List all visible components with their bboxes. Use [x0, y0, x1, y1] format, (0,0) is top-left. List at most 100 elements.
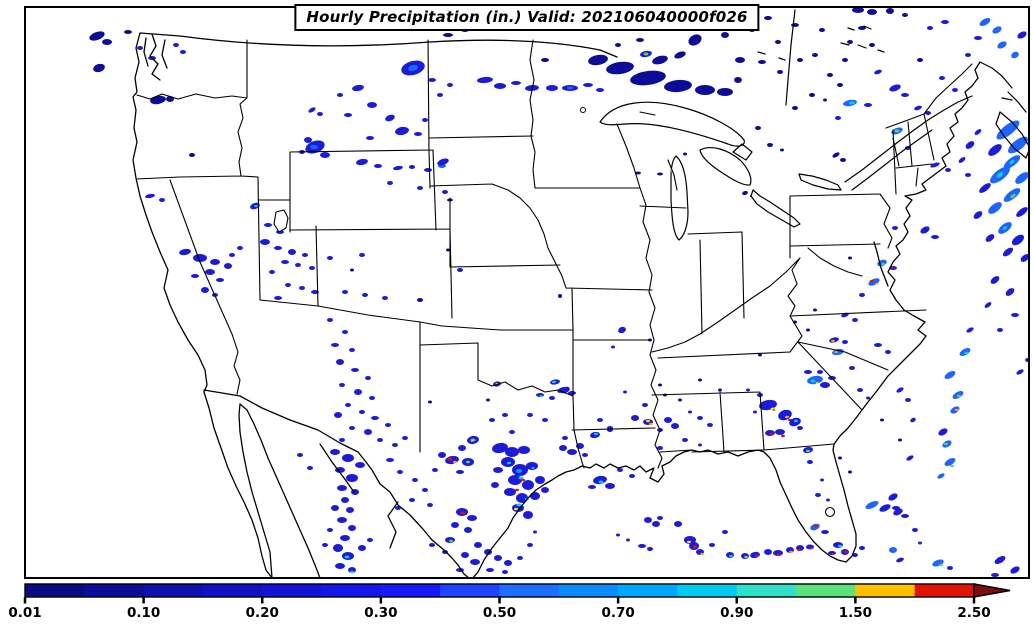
- precip-cell: [875, 283, 879, 285]
- precip-cell: [674, 51, 686, 59]
- precip-cell: [397, 470, 403, 474]
- precip-cell: [145, 193, 155, 199]
- precip-cell: [804, 370, 812, 374]
- precip-cell: [414, 132, 422, 136]
- precip-cell: [858, 26, 866, 30]
- precip-cell: [437, 93, 443, 97]
- precip-cell: [848, 256, 852, 260]
- precip-cell: [958, 157, 966, 163]
- precip-cell: [308, 107, 316, 113]
- precip-cell: [657, 516, 663, 520]
- precip-cell: [424, 168, 432, 172]
- precip-cell: [1025, 358, 1028, 362]
- precip-cell: [901, 514, 909, 518]
- precip-cell: [874, 343, 882, 347]
- precip-cell: [697, 416, 703, 420]
- precip-cell: [807, 460, 813, 464]
- precip-cell: [631, 415, 639, 421]
- colorbar-segment: [914, 584, 975, 597]
- precip-cell: [827, 73, 833, 77]
- colorbar-segment: [84, 584, 145, 597]
- precip-cell: [1011, 51, 1019, 59]
- precip-cell: [382, 296, 388, 300]
- precip-cell: [1005, 288, 1015, 296]
- precip-cell: [189, 153, 195, 157]
- colorbar-label: 0.70: [601, 605, 634, 621]
- precip-cell: [912, 528, 918, 532]
- precip-cell: [549, 396, 555, 400]
- colorbar-segment: [25, 584, 85, 597]
- precip-cell: [937, 473, 945, 479]
- precip-cell: [806, 328, 810, 332]
- precip-cell: [307, 466, 313, 470]
- precip-cell: [918, 541, 922, 545]
- precip-cell: [990, 276, 1000, 284]
- precip-cell: [848, 470, 852, 474]
- precip-cell: [979, 183, 991, 193]
- precip-cell: [460, 511, 466, 515]
- precip-cell: [886, 8, 894, 14]
- precip-cell: [979, 18, 991, 26]
- precip-cell: [428, 400, 432, 404]
- precip-cell: [857, 388, 863, 392]
- precip-cell: [350, 268, 354, 272]
- precip-cell: [917, 58, 923, 62]
- precip-cell: [988, 144, 1002, 156]
- precip-cell: [285, 283, 291, 287]
- colorbar-label: 1.50: [839, 605, 872, 621]
- precip-cell: [494, 83, 506, 89]
- precip-cell: [539, 395, 543, 397]
- precip-cell: [518, 476, 524, 480]
- precip-cell: [772, 409, 776, 411]
- precip-cell: [588, 54, 608, 66]
- precip-cell: [541, 58, 549, 62]
- precip-cell: [775, 40, 781, 44]
- precip-cell: [201, 287, 209, 293]
- precip-cell: [838, 456, 842, 460]
- precip-cell: [994, 556, 1006, 564]
- precip-cell: [486, 398, 490, 402]
- precip-cell: [1002, 247, 1014, 257]
- precip-cell: [879, 504, 891, 512]
- precip-cell: [930, 162, 940, 168]
- canada-border: [139, 32, 618, 58]
- precip-cell: [618, 326, 626, 334]
- colorbar-segment: [558, 584, 619, 597]
- great-lakes: [599, 101, 842, 241]
- precip-cell: [511, 81, 521, 85]
- precip-cell: [493, 467, 503, 473]
- precip-cell: [179, 248, 191, 256]
- precip-cell: [446, 248, 450, 252]
- precip-cell: [889, 84, 901, 92]
- precip-cell: [337, 485, 347, 491]
- colorbar-segment: [262, 584, 323, 597]
- precip-cell: [683, 152, 687, 156]
- precip-cell: [605, 483, 615, 489]
- colorbar-segment: [321, 584, 382, 597]
- precip-cell: [427, 503, 433, 507]
- precip-cell: [322, 543, 328, 547]
- precip-cell: [944, 442, 948, 446]
- precip-cell: [264, 223, 272, 227]
- precip-cell: [758, 353, 762, 357]
- precip-cell: [1009, 159, 1015, 165]
- precip-cell: [395, 126, 409, 136]
- precip-cell: [377, 438, 383, 442]
- precip-cell: [409, 498, 415, 502]
- precip-cell: [707, 423, 713, 427]
- precip-cell: [393, 165, 403, 171]
- precip-cell: [898, 438, 902, 442]
- precip-cell: [474, 542, 482, 548]
- small-lakes: [273, 111, 900, 233]
- precip-cell: [432, 468, 438, 472]
- precip-cell: [531, 467, 535, 469]
- precip-cell: [237, 246, 243, 250]
- precip-cell: [437, 158, 449, 166]
- precip-cell: [1017, 31, 1027, 39]
- precip-cell: [521, 478, 525, 482]
- precip-cell: [867, 9, 877, 15]
- precip-cell: [868, 278, 880, 286]
- precip-cell: [205, 269, 215, 275]
- precip-cell: [150, 95, 166, 105]
- precip-cell: [606, 61, 634, 75]
